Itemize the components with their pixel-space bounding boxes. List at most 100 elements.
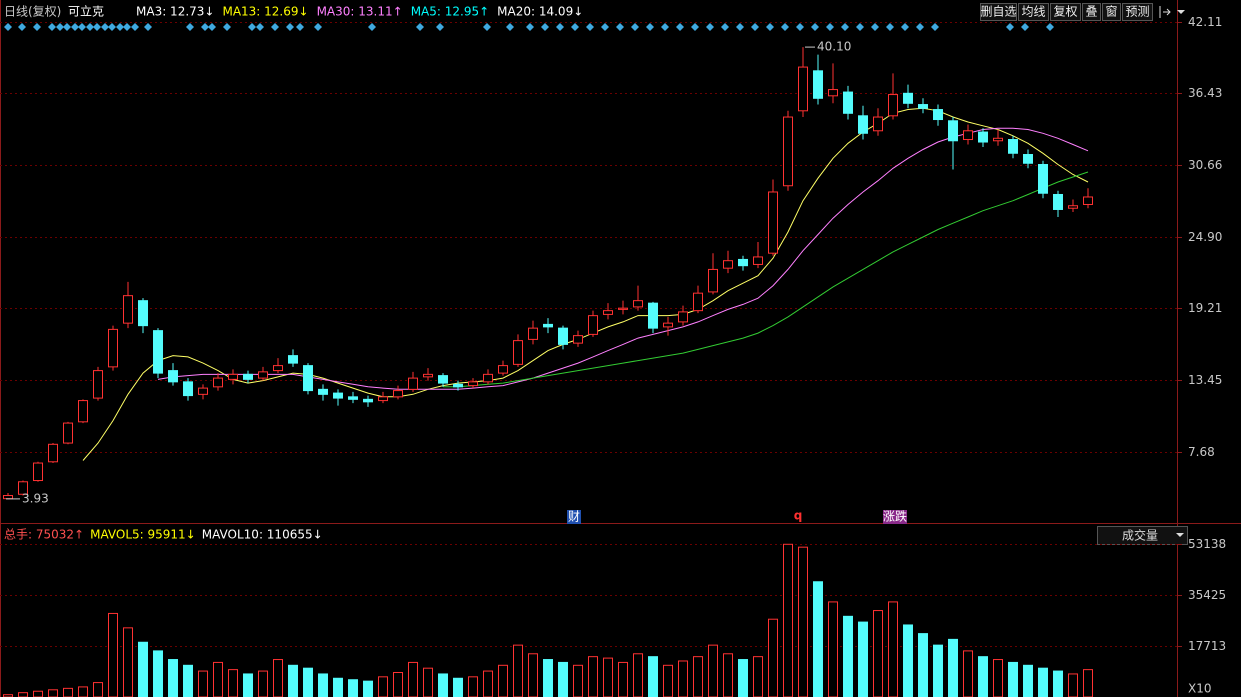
volume-bar <box>903 624 913 697</box>
button-label[interactable]: 叠 <box>1085 5 1097 19</box>
button-frame[interactable] <box>1050 3 1081 21</box>
volume-bar <box>363 680 373 697</box>
signal-diamond <box>33 23 41 31</box>
toolbar: 删自选 均线 复权叠窗预测 <box>980 3 1153 21</box>
toolbar-button[interactable]: 预测 <box>1122 3 1153 21</box>
y-tick-label: 30.66 <box>1188 158 1222 172</box>
event-marker[interactable]: q <box>794 509 803 523</box>
signal-diamond <box>766 23 774 31</box>
y-tick-label: 17713 <box>1188 639 1226 653</box>
volume-bar <box>978 656 988 697</box>
select-box[interactable] <box>1097 526 1188 545</box>
event-badge[interactable] <box>883 510 907 524</box>
candle-body <box>963 130 973 141</box>
low-label: 3.93 <box>22 491 49 505</box>
candle-body <box>108 328 118 368</box>
volume-bar <box>663 664 673 697</box>
y-tick-label: 53138 <box>1188 537 1226 551</box>
signal-diamond <box>248 23 256 31</box>
signal-diamond <box>616 23 624 31</box>
toolbar-button[interactable]: 复权 <box>1050 3 1081 21</box>
volume-bar <box>948 638 958 697</box>
signal-diamond <box>101 23 109 31</box>
signal-diamond <box>271 23 279 31</box>
signal-diamond <box>56 23 64 31</box>
toolbar-button[interactable]: 叠 <box>1082 3 1101 21</box>
signal-diamond <box>601 23 609 31</box>
menu-arrow[interactable] <box>1177 10 1185 14</box>
indicator-select[interactable]: 成交量 <box>1097 526 1188 545</box>
button-label[interactable]: 窗 <box>1105 5 1117 19</box>
candle-body <box>543 323 553 328</box>
signal-diamond <box>856 23 864 31</box>
event-marker[interactable]: 涨跌 <box>883 509 907 524</box>
signal-diamond <box>886 23 894 31</box>
volume-bar <box>438 673 448 697</box>
signal-diamond <box>201 23 209 31</box>
candle-body <box>873 116 883 132</box>
candle-body <box>1023 154 1033 164</box>
legend-item: MA20: 14.09↓ <box>497 5 583 19</box>
candle-body <box>558 327 568 345</box>
candle-body <box>573 335 583 344</box>
toolbar-button[interactable]: 窗 <box>1102 3 1121 21</box>
toolbar-button[interactable]: 删自选 <box>980 3 1017 21</box>
y-tick-label: 7.68 <box>1188 445 1215 459</box>
volume-bar <box>123 627 133 697</box>
signal-diamond <box>223 23 231 31</box>
volume-bar <box>303 667 313 697</box>
collapse-icon[interactable] <box>1159 6 1171 18</box>
volume-bar <box>798 546 808 697</box>
volume-bar <box>648 656 658 697</box>
button-frame[interactable] <box>1082 3 1101 21</box>
candle-body <box>918 104 928 109</box>
candle-body <box>168 370 178 383</box>
toolbar-button[interactable]: 均线 <box>1018 3 1049 21</box>
volume-bar <box>573 664 583 697</box>
volume-bar <box>738 659 748 697</box>
button-label[interactable]: 均线 <box>1021 5 1045 19</box>
volume-bar <box>93 682 103 697</box>
candle-body <box>333 392 343 399</box>
select-arrow[interactable] <box>1176 533 1184 537</box>
candle-body <box>93 370 103 399</box>
candle-body <box>213 377 223 388</box>
signal-diamond <box>916 23 924 31</box>
signal-diamond <box>721 23 729 31</box>
event-badge[interactable] <box>567 510 581 524</box>
signal-diamond <box>18 23 26 31</box>
candle-body <box>738 258 748 267</box>
signal-diamond <box>506 23 514 31</box>
candle-body <box>288 355 298 364</box>
candle-body <box>78 400 88 423</box>
high-label: 40.10 <box>817 40 851 54</box>
signal-diamond <box>314 23 322 31</box>
signal-diamond <box>131 23 139 31</box>
y-tick-label: 35425 <box>1188 588 1226 602</box>
candle-body <box>243 373 253 380</box>
button-label[interactable]: 预测 <box>1125 5 1149 19</box>
indicator-name[interactable]: 成交量 <box>1122 528 1158 543</box>
candle-body <box>123 295 133 324</box>
volume-bar <box>468 676 478 697</box>
candle-body <box>318 388 328 395</box>
candle-body <box>468 381 478 387</box>
candle-body <box>423 373 433 378</box>
volume-bar <box>873 610 883 697</box>
button-label[interactable]: 复权 <box>1053 5 1077 19</box>
button-frame[interactable] <box>1018 3 1049 21</box>
volume-bar <box>843 615 853 697</box>
volume-bar <box>483 670 493 697</box>
button-frame[interactable] <box>1122 3 1153 21</box>
event-marker[interactable]: 财 <box>568 510 580 524</box>
volume-bar <box>543 659 553 697</box>
button-frame[interactable] <box>1102 3 1121 21</box>
candle-body <box>453 383 463 388</box>
button-label[interactable]: 删自选 <box>980 5 1016 19</box>
button-frame[interactable] <box>980 3 1017 21</box>
volume-bar <box>408 661 418 697</box>
volume-bar <box>828 601 838 697</box>
candle-body <box>393 390 403 398</box>
candle-body <box>438 375 448 384</box>
